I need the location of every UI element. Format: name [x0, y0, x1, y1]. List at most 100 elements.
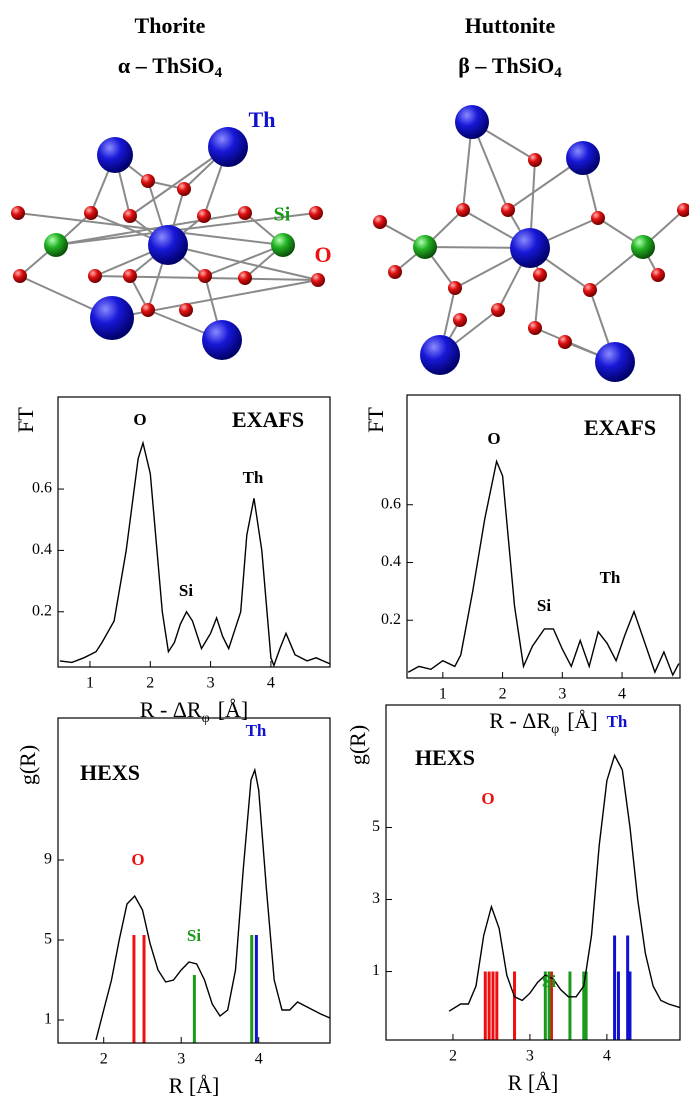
- y-axis-label: g(R): [15, 745, 40, 785]
- annotation: HEXS: [415, 745, 475, 770]
- plot-frame: [406, 394, 681, 679]
- annotation: EXAFS: [584, 415, 656, 440]
- bond: [534, 274, 541, 329]
- y-tick-label: 0.4: [32, 541, 52, 558]
- atom: [44, 233, 68, 257]
- chart: 2 3 4 1 5 9 g(R) R [Å] HEXS O Si Th: [15, 717, 331, 1098]
- atom: [88, 269, 102, 283]
- y-tick-label: 5: [372, 818, 380, 835]
- y-tick-label: 5: [44, 931, 52, 948]
- y-tick-label: 0.4: [381, 553, 401, 570]
- annotation: EXAFS: [232, 407, 304, 432]
- curve: [407, 459, 680, 677]
- x-tick-label: 2: [146, 675, 154, 692]
- atom: [84, 206, 98, 220]
- x-tick-label: 3: [177, 1051, 185, 1068]
- annotation: Si: [542, 972, 556, 991]
- annotation: Si: [187, 926, 201, 945]
- x-axis-label-sub: φ: [551, 722, 559, 737]
- atom: [208, 127, 248, 167]
- atom: [591, 211, 605, 225]
- x-tick-label: 4: [603, 1048, 611, 1065]
- atom-label: Si: [274, 204, 291, 226]
- atom: [97, 137, 133, 173]
- title: Thorite: [135, 13, 206, 38]
- atom: [528, 321, 542, 335]
- atom: [651, 268, 665, 282]
- plot-frame: [57, 396, 331, 668]
- annotation: Th: [246, 721, 267, 740]
- curve: [448, 753, 681, 1012]
- atom: [179, 303, 193, 317]
- atom: [197, 209, 211, 223]
- atom-label: O: [314, 242, 331, 267]
- y-tick-label: 0.6: [381, 495, 401, 512]
- plot-frame: [385, 704, 681, 1041]
- atom: [510, 228, 550, 268]
- y-tick-label: 1: [44, 1011, 52, 1028]
- x-tick-label: 1: [439, 686, 447, 703]
- y-tick-label: 0.2: [381, 611, 401, 628]
- x-axis-label-main: R - ΔR: [489, 708, 551, 733]
- x-tick-label: 2: [100, 1051, 108, 1068]
- annotation: HEXS: [80, 760, 140, 785]
- bond: [17, 212, 284, 246]
- atom: [566, 141, 600, 175]
- x-axis-label: R [Å]: [169, 1073, 220, 1098]
- atom: [123, 269, 137, 283]
- y-axis-label: FT: [13, 407, 38, 433]
- annotation: O: [481, 789, 494, 808]
- x-tick-label: 2: [499, 686, 507, 703]
- x-axis-label-main: R [Å]: [169, 1073, 220, 1098]
- atom: [455, 105, 489, 139]
- atom: [123, 209, 137, 223]
- annotation: Si: [179, 581, 193, 600]
- formula: β – ThSiO4: [458, 53, 562, 81]
- atom: [388, 265, 402, 279]
- annotation: Th: [243, 468, 264, 487]
- atom: [491, 303, 505, 317]
- bond: [204, 244, 284, 277]
- x-tick-label: 3: [207, 675, 215, 692]
- formula-main: β – ThSiO: [458, 53, 554, 78]
- atom: [11, 206, 25, 220]
- structures: [11, 105, 689, 382]
- x-tick-label: 4: [618, 686, 626, 703]
- formula-main: α – ThSiO: [118, 53, 215, 78]
- y-axis-label: g(R): [345, 725, 370, 765]
- atom: [448, 281, 462, 295]
- x-tick-label: 3: [526, 1048, 534, 1065]
- atom: [677, 203, 689, 217]
- x-tick-label: 4: [255, 1051, 263, 1068]
- atom: [238, 206, 252, 220]
- curve: [95, 767, 331, 1041]
- atom: [198, 269, 212, 283]
- annotation: O: [487, 429, 500, 448]
- x-axis-label: R - ΔRφ [Å]: [140, 697, 248, 726]
- curve: [59, 440, 331, 668]
- bond: [167, 244, 319, 281]
- atom: [309, 206, 323, 220]
- atom: [453, 313, 467, 327]
- atom: [420, 335, 460, 375]
- x-axis-label-main: R [Å]: [508, 1070, 559, 1095]
- chart: 2 3 4 1 3 5 g(R) R [Å] HEXS O Si Th: [345, 704, 681, 1095]
- x-axis-label: R - ΔRφ [Å]: [489, 708, 597, 737]
- atom: [90, 296, 134, 340]
- atom: [13, 269, 27, 283]
- atom: [533, 268, 547, 282]
- y-tick-label: 9: [44, 851, 52, 868]
- chart: 1 2 3 4 0.2 0.4 0.6 FT R - ΔRφ [Å] EXAFS O Si Th: [363, 394, 681, 737]
- formula-sub: 4: [554, 65, 562, 81]
- atom: [631, 235, 655, 259]
- atom-label: Th: [249, 107, 276, 132]
- atom: [558, 335, 572, 349]
- y-tick-label: 3: [372, 890, 380, 907]
- annotation: Th: [600, 568, 621, 587]
- atom: [141, 174, 155, 188]
- annotation: O: [131, 850, 144, 869]
- x-axis-label: R [Å]: [508, 1070, 559, 1095]
- x-tick-label: 2: [449, 1048, 457, 1065]
- atom: [177, 182, 191, 196]
